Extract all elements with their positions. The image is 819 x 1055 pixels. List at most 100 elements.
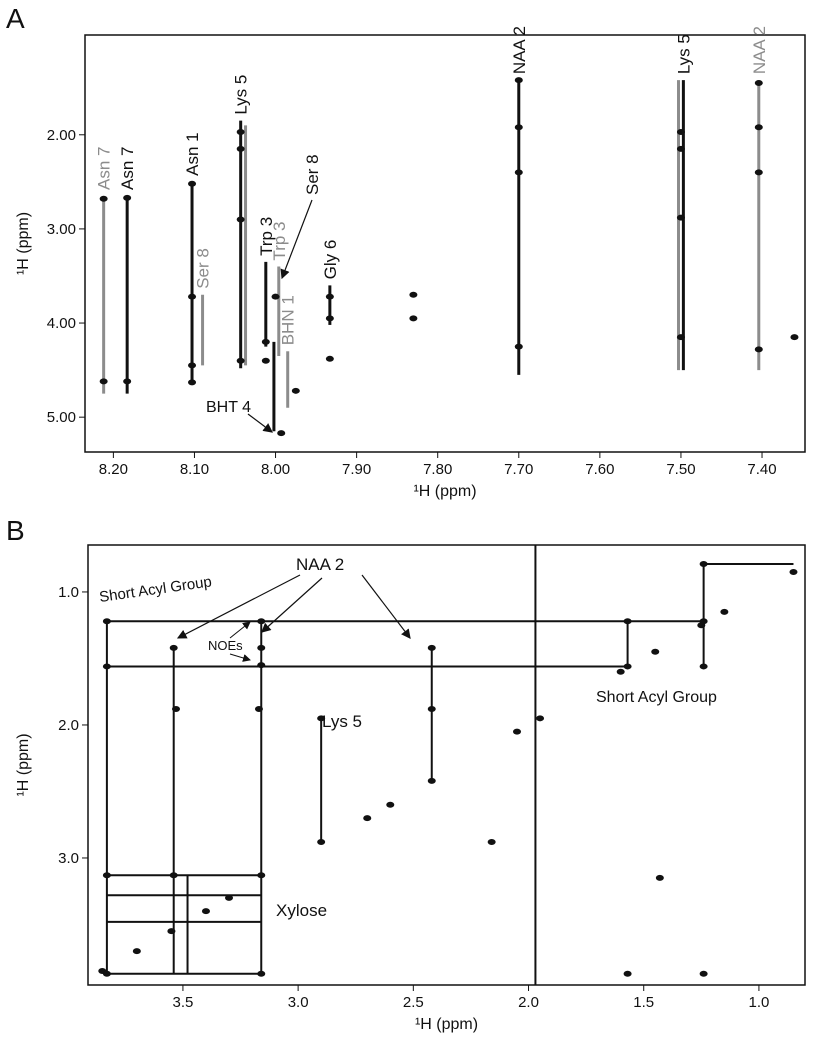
- peak: [225, 894, 234, 901]
- peak: [201, 908, 210, 915]
- peak: [188, 362, 197, 369]
- x-tick-label: 8.10: [180, 461, 209, 478]
- peak: [655, 874, 664, 881]
- spin-system-label: Lys 5: [232, 75, 251, 115]
- peak: [699, 663, 708, 670]
- y-tick-label: 3.00: [47, 221, 76, 238]
- annotation: BHT 4: [206, 399, 251, 416]
- peak: [188, 379, 197, 386]
- y-tick-label: 4.00: [47, 315, 76, 332]
- peak: [790, 334, 799, 341]
- y-axis-label: ¹H (ppm): [15, 212, 32, 275]
- arrow: [229, 621, 251, 639]
- peak: [754, 169, 763, 176]
- peak: [257, 618, 266, 625]
- y-tick-label: 1.0: [58, 584, 79, 601]
- spin-system-label: Trp 3: [270, 222, 289, 261]
- peak: [99, 195, 108, 202]
- x-tick-label: 2.0: [518, 994, 539, 1011]
- x-tick-label: 7.80: [423, 461, 452, 478]
- peak: [261, 338, 270, 345]
- panel-letter: B: [6, 515, 25, 546]
- arrow: [229, 653, 251, 662]
- peak: [514, 77, 523, 84]
- x-tick-label: 2.5: [403, 994, 424, 1011]
- peak: [102, 970, 111, 977]
- annotation: Short Acyl Group: [98, 573, 213, 606]
- peak: [169, 872, 178, 879]
- spin-system-label: Asn 7: [95, 146, 114, 189]
- peak: [514, 343, 523, 350]
- annotation: NOEs: [208, 638, 243, 653]
- x-axis-label: ¹H (ppm): [415, 1016, 478, 1033]
- y-tick-label: 3.0: [58, 850, 79, 867]
- peak: [261, 357, 270, 364]
- peak: [325, 293, 334, 300]
- peak: [720, 608, 729, 615]
- peak: [514, 169, 523, 176]
- peak: [254, 706, 263, 713]
- arrow: [247, 413, 273, 433]
- peak: [427, 706, 436, 713]
- y-axis-label: ¹H (ppm): [15, 733, 32, 796]
- x-tick-label: 1.0: [748, 994, 769, 1011]
- peak: [676, 214, 685, 221]
- peak: [427, 777, 436, 784]
- arrow: [280, 199, 313, 280]
- x-tick-label: 7.70: [504, 461, 533, 478]
- y-tick-label: 2.00: [47, 127, 76, 144]
- peak: [291, 387, 300, 394]
- peak: [536, 715, 545, 722]
- peak: [257, 662, 266, 669]
- peak: [676, 128, 685, 135]
- peak: [699, 618, 708, 625]
- peak: [132, 948, 141, 955]
- peak: [257, 872, 266, 879]
- peak: [699, 561, 708, 568]
- spin-system-label: Ser 8: [194, 248, 213, 289]
- peak: [102, 618, 111, 625]
- peak: [123, 378, 132, 385]
- peak: [676, 145, 685, 152]
- annotation: Ser 8: [303, 154, 322, 195]
- peak: [514, 124, 523, 131]
- x-tick-label: 7.50: [666, 461, 695, 478]
- spin-system-label: Asn 1: [183, 132, 202, 175]
- arrow: [361, 574, 411, 639]
- peak: [623, 970, 632, 977]
- spin-system-label: Lys 5: [674, 34, 693, 74]
- peak: [172, 706, 181, 713]
- spin-system-label: NAA 2: [510, 26, 529, 74]
- peak: [651, 648, 660, 655]
- peak: [188, 180, 197, 187]
- peak: [325, 355, 334, 362]
- peak: [513, 728, 522, 735]
- peak: [257, 970, 266, 977]
- spin-system-label: Gly 6: [321, 240, 340, 280]
- peak: [123, 194, 132, 201]
- plot-frame: [84, 34, 806, 453]
- peak: [257, 644, 266, 651]
- x-tick-label: 3.5: [172, 994, 193, 1011]
- peak: [699, 970, 708, 977]
- peak: [427, 644, 436, 651]
- peak: [317, 839, 326, 846]
- peak: [386, 801, 395, 808]
- x-tick-label: 8.00: [261, 461, 290, 478]
- annotation: Xylose: [276, 901, 327, 920]
- peak: [487, 839, 496, 846]
- peak: [102, 872, 111, 879]
- x-tick-label: 3.0: [288, 994, 309, 1011]
- peak: [754, 346, 763, 353]
- peak: [623, 618, 632, 625]
- x-tick-label: 7.60: [585, 461, 614, 478]
- annotation: Short Acyl Group: [596, 689, 717, 706]
- spin-system-label: NAA 2: [750, 26, 769, 74]
- peak: [277, 430, 286, 437]
- annotation: Lys 5: [322, 712, 362, 731]
- x-tick-label: 8.20: [99, 461, 128, 478]
- x-axis-label: ¹H (ppm): [413, 483, 476, 500]
- arrow: [176, 574, 301, 639]
- spin-system-label: Trp 3: [257, 217, 276, 256]
